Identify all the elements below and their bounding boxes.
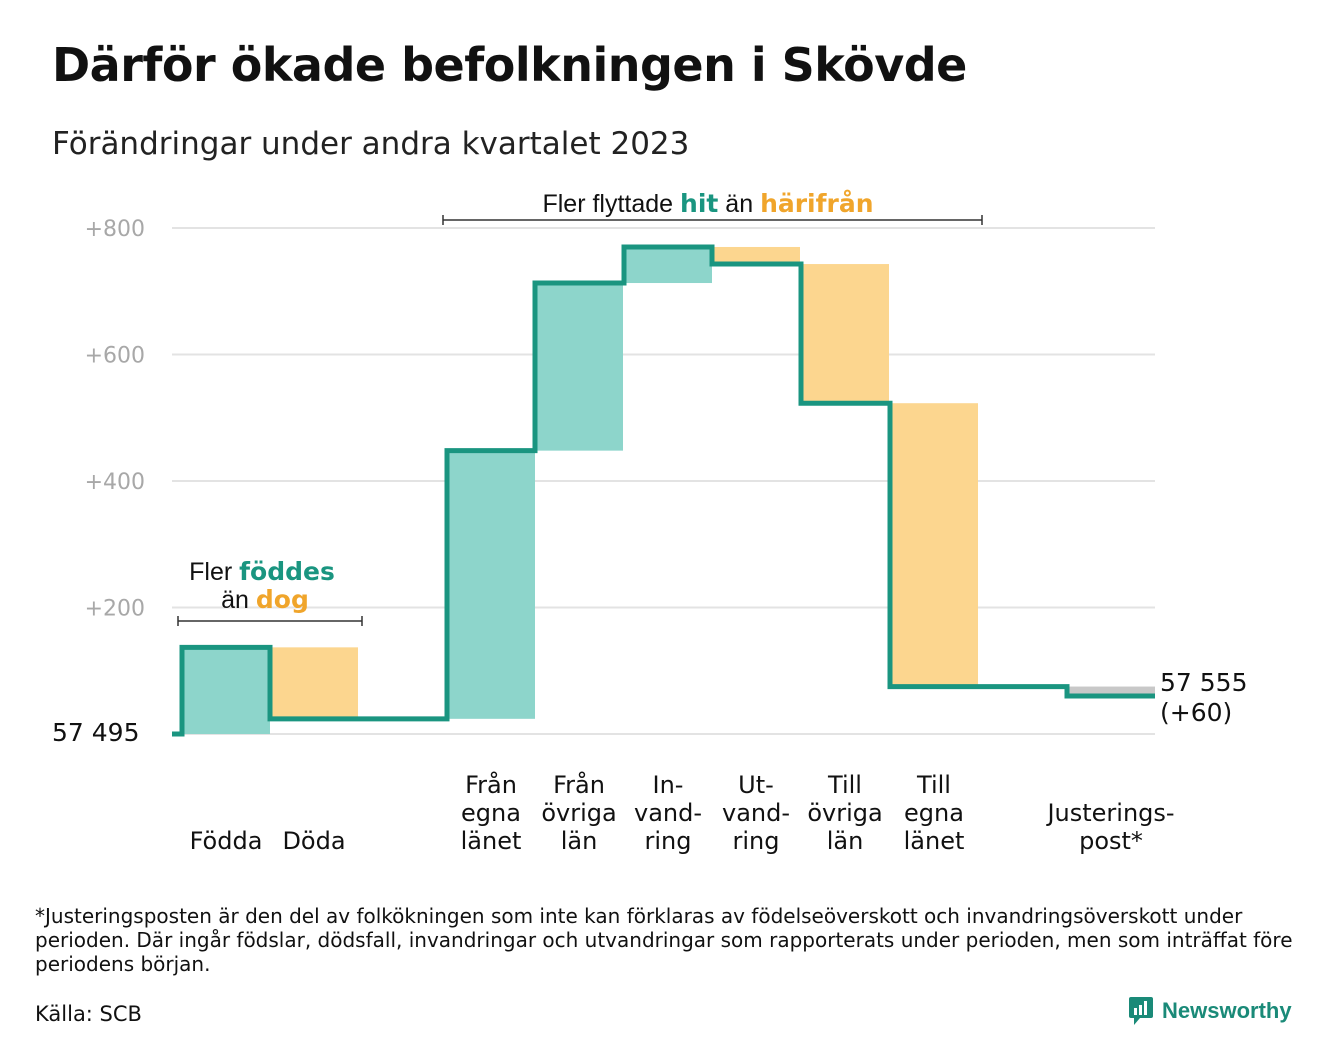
category-label: Justerings- bbox=[1045, 799, 1174, 827]
category-label: Från bbox=[553, 770, 605, 799]
category-label: Ut- bbox=[738, 771, 774, 799]
y-tick-label: +600 bbox=[85, 344, 145, 369]
y-tick-label: +400 bbox=[85, 470, 145, 495]
bar-positive bbox=[447, 450, 535, 719]
end-value-label: 57 555 bbox=[1160, 668, 1247, 697]
y-tick-label: +200 bbox=[85, 597, 145, 622]
category-label: länet bbox=[904, 827, 965, 855]
category-label: egna bbox=[461, 799, 521, 827]
category-label: Födda bbox=[190, 827, 263, 855]
annotation-migration: Fler flyttade hit än härifrån bbox=[542, 189, 873, 218]
bar-positive bbox=[182, 647, 270, 734]
footnote: *Justeringsposten är den del av folkökni… bbox=[35, 904, 1293, 976]
start-value-label: 57 495 bbox=[52, 718, 139, 747]
bar-negative bbox=[801, 264, 889, 404]
category-label: vand- bbox=[722, 799, 790, 827]
category-label: vand- bbox=[634, 799, 702, 827]
category-label: län bbox=[561, 827, 598, 855]
bar-negative bbox=[890, 403, 978, 687]
y-tick-label: +800 bbox=[85, 217, 145, 242]
category-label: länet bbox=[461, 827, 522, 855]
category-label: län bbox=[827, 827, 864, 855]
category-label: ring bbox=[733, 827, 780, 855]
brand-name: Newsworthy bbox=[1162, 998, 1292, 1023]
page-subtitle: Förändringar under andra kvartalet 2023 bbox=[52, 126, 690, 162]
category-label: egna bbox=[904, 799, 964, 827]
cumulative-line bbox=[172, 244, 1155, 737]
annotation-segment: Fler bbox=[189, 558, 239, 586]
bar-adjustment bbox=[1067, 686, 1155, 697]
annotation-births-line2: än dog bbox=[221, 585, 309, 614]
category-label: Döda bbox=[282, 827, 345, 855]
end-change-label: (+60) bbox=[1160, 698, 1232, 727]
category-label: Till bbox=[827, 771, 862, 799]
source-label: Källa: SCB bbox=[35, 1002, 142, 1026]
category-label: post* bbox=[1079, 827, 1143, 855]
annotation-segment: föddes bbox=[239, 557, 335, 586]
annotation-segment: hit bbox=[680, 189, 718, 218]
page-title: Därför ökade befolkningen i Skövde bbox=[52, 38, 967, 92]
category-label: Till bbox=[916, 771, 951, 799]
bar-negative bbox=[712, 246, 800, 265]
annotation-segment: än bbox=[718, 190, 760, 218]
annotation-segment: Fler flyttade bbox=[542, 190, 680, 218]
bar-positive bbox=[624, 246, 712, 284]
brand-logo: Newsworthy bbox=[1128, 996, 1292, 1026]
annotation-segment: än bbox=[221, 586, 256, 614]
category-label: övriga bbox=[541, 799, 616, 827]
category-label: övriga bbox=[807, 799, 882, 827]
annotation-births: Fler föddes bbox=[189, 557, 335, 586]
bar-positive bbox=[535, 283, 623, 451]
category-label: ring bbox=[645, 827, 692, 855]
newsworthy-logo-icon bbox=[1129, 997, 1153, 1025]
annotation-segment: härifrån bbox=[760, 189, 873, 218]
category-label: Från bbox=[465, 770, 517, 799]
annotation-segment: dog bbox=[256, 585, 309, 614]
bar-negative bbox=[270, 647, 358, 719]
category-label: In- bbox=[653, 771, 684, 799]
